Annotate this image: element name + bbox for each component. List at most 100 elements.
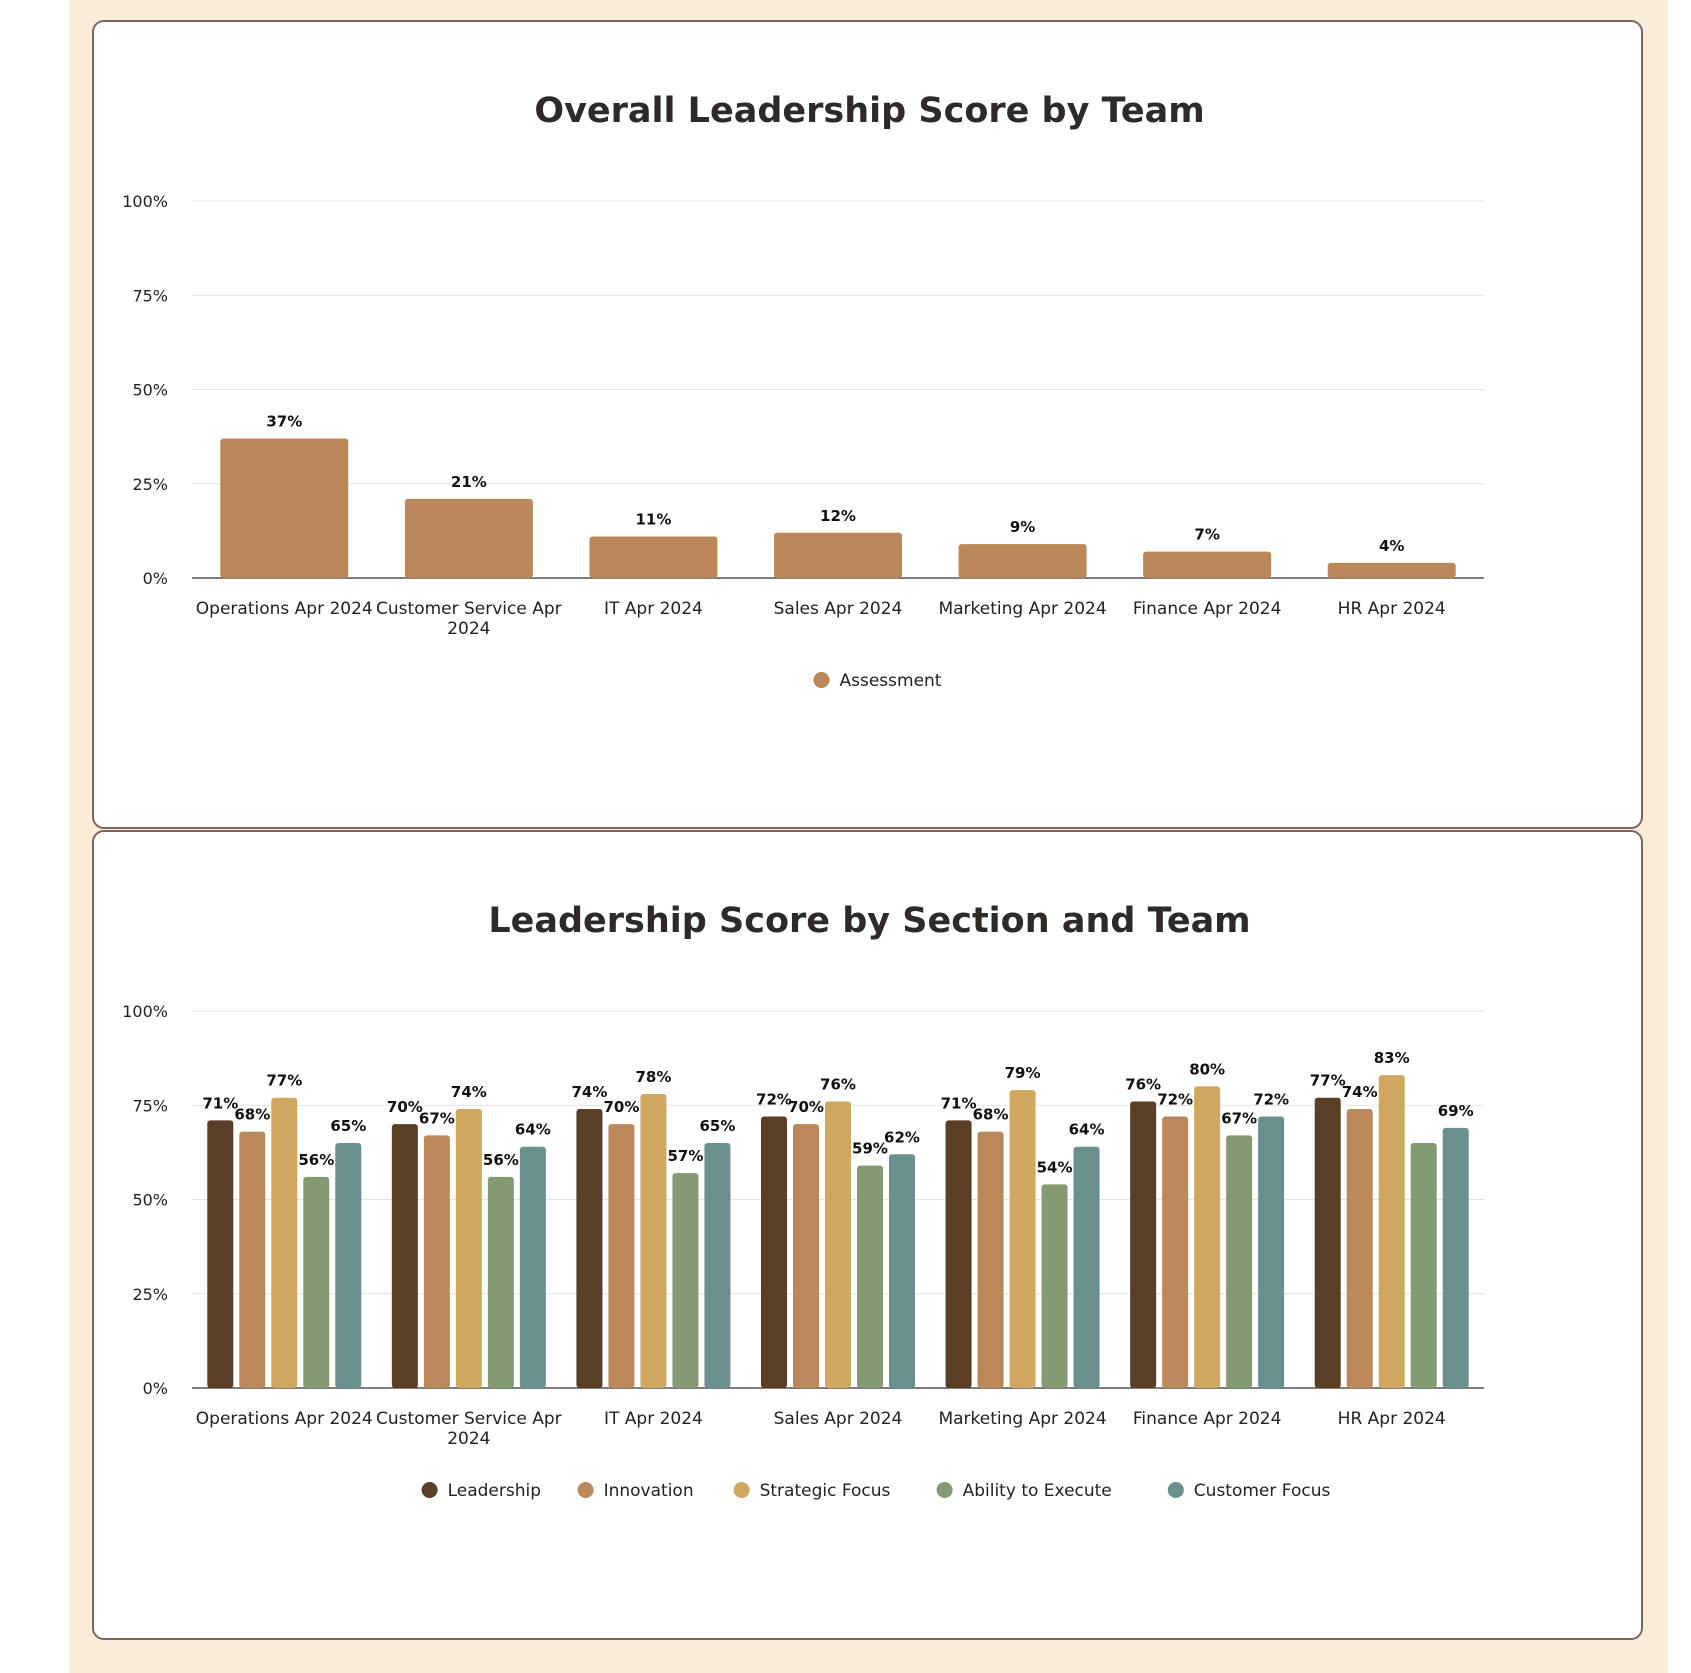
category-label: HR Apr 2024: [1338, 599, 1446, 619]
bar-ability-to-execute: [857, 1165, 883, 1388]
bar-assessment: [774, 532, 902, 578]
data-label: 74%: [451, 1083, 487, 1101]
legend-marker: [936, 1482, 953, 1498]
bar-ability-to-execute: [1226, 1135, 1253, 1388]
bar-ability-to-execute: [303, 1176, 330, 1388]
bar-strategic-focus: [825, 1101, 851, 1388]
legend-label: Leadership: [448, 1481, 541, 1501]
data-label: 70%: [603, 1098, 639, 1116]
data-label: 68%: [234, 1106, 270, 1124]
data-label: 64%: [1069, 1121, 1105, 1139]
bar-customer-focus: [335, 1142, 362, 1388]
data-label: 11%: [635, 511, 671, 529]
data-label: 77%: [1310, 1072, 1346, 1090]
bar-innovation: [1346, 1109, 1373, 1388]
bar-strategic-focus: [640, 1093, 667, 1388]
category-label: Sales Apr 2024: [774, 599, 903, 619]
category-label: Marketing Apr 2024: [938, 1409, 1106, 1429]
y-tick-label: 0%: [143, 569, 168, 588]
data-label: 74%: [1342, 1083, 1378, 1101]
data-label: 62%: [884, 1128, 920, 1146]
bar-leadership: [576, 1109, 603, 1388]
y-tick-label: 75%: [132, 1096, 168, 1115]
y-tick-label: 25%: [132, 1285, 168, 1304]
category-label: Marketing Apr 2024: [938, 599, 1106, 619]
bar-assessment: [1327, 562, 1456, 578]
category-label: Finance Apr 2024: [1133, 1409, 1282, 1429]
overall-score-chart: Overall Leadership Score by Team 0% 25% 50%…: [122, 91, 1484, 691]
bar-customer-focus: [704, 1142, 731, 1388]
bar-customer-focus: [1442, 1127, 1469, 1388]
category-label: Customer Service Apr 2024: [376, 1409, 562, 1449]
legend-marker: [577, 1482, 594, 1498]
category-label: HR Apr 2024: [1338, 1409, 1446, 1429]
category-label: Finance Apr 2024: [1133, 599, 1282, 619]
data-label: 9%: [1010, 518, 1035, 536]
chart-title: Leadership Score by Section and Team: [488, 901, 1250, 941]
category-label: IT Apr 2024: [604, 1409, 703, 1429]
data-label: 21%: [451, 473, 487, 491]
bar-customer-focus: [1258, 1116, 1285, 1388]
bar-innovation: [793, 1124, 819, 1388]
data-label: 71%: [941, 1094, 977, 1112]
bar-leadership: [945, 1120, 972, 1388]
bar-customer-focus: [889, 1154, 915, 1388]
bar-leadership: [1130, 1101, 1157, 1388]
legend-label: Customer Focus: [1194, 1481, 1331, 1501]
data-label: 74%: [571, 1083, 607, 1101]
bar-innovation: [977, 1131, 1004, 1388]
section-score-chart: Leadership Score by Section and Team 0% 25…: [122, 901, 1484, 1501]
data-label: 67%: [1221, 1109, 1257, 1127]
bar-ability-to-execute: [487, 1176, 514, 1388]
category-label: IT Apr 2024: [604, 599, 703, 619]
bar-leadership: [761, 1116, 787, 1388]
legend-marker: [421, 1482, 438, 1498]
y-tick-label: 25%: [132, 475, 168, 494]
y-tick-label: 100%: [122, 192, 168, 211]
category-label: Sales Apr 2024: [774, 1409, 903, 1429]
bar-assessment: [1143, 551, 1272, 578]
category-label: Customer Service Apr 2024: [376, 599, 562, 639]
bar-assessment: [589, 536, 718, 578]
bar-ability-to-execute: [1041, 1184, 1068, 1388]
bar-innovation: [1162, 1116, 1189, 1388]
bar-leadership: [207, 1120, 234, 1388]
category-label: Operations Apr 2024: [196, 599, 373, 619]
data-label: 65%: [699, 1117, 735, 1135]
bar-strategic-focus: [1009, 1090, 1036, 1388]
bar-innovation: [423, 1135, 450, 1388]
data-label: 59%: [852, 1140, 888, 1158]
bar-strategic-focus: [1194, 1086, 1221, 1388]
category-label: Operations Apr 2024: [196, 1409, 373, 1429]
data-label: 72%: [1157, 1091, 1193, 1109]
data-label: 37%: [266, 413, 302, 431]
legend-label: Assessment: [840, 671, 942, 691]
data-label: 12%: [820, 507, 856, 525]
y-tick-label: 50%: [132, 381, 168, 400]
legend-marker: [813, 672, 830, 688]
y-tick-label: 75%: [132, 286, 168, 305]
bar-innovation: [608, 1124, 635, 1388]
bar-assessment: [404, 498, 533, 578]
data-label: 83%: [1374, 1049, 1410, 1067]
bar-innovation: [239, 1131, 266, 1388]
bar-assessment: [220, 438, 349, 578]
chart-title: Overall Leadership Score by Team: [534, 91, 1204, 131]
bar-strategic-focus: [1378, 1075, 1405, 1388]
bar-customer-focus: [519, 1146, 546, 1388]
data-label: 80%: [1189, 1060, 1225, 1078]
legend-marker: [1167, 1482, 1184, 1498]
data-label: 76%: [1125, 1075, 1161, 1093]
data-label: 56%: [483, 1151, 519, 1169]
data-label: 72%: [1253, 1091, 1289, 1109]
data-label: 76%: [820, 1075, 856, 1093]
data-label: 65%: [330, 1117, 366, 1135]
bar-customer-focus: [1073, 1146, 1100, 1388]
bar-assessment: [958, 544, 1087, 578]
bar-leadership: [391, 1124, 418, 1388]
data-label: 67%: [419, 1109, 455, 1127]
data-label: 4%: [1379, 537, 1404, 555]
data-label: 56%: [298, 1151, 334, 1169]
overall-score-chart-card: Overall Leadership Score by Team 0% 25% 50%…: [92, 20, 1643, 829]
data-label: 68%: [973, 1106, 1009, 1124]
